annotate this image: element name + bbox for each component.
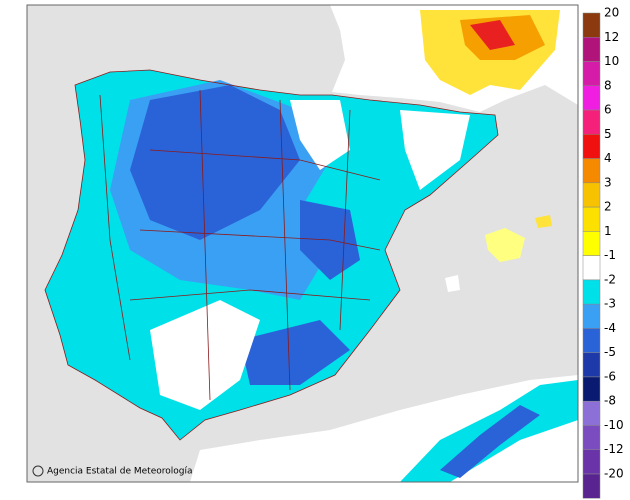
legend-swatch — [582, 376, 601, 402]
map-frame — [26, 4, 579, 483]
ibiza — [445, 275, 460, 292]
legend-swatch — [582, 109, 601, 135]
legend-swatch — [582, 255, 601, 281]
legend-label: 20 — [604, 6, 619, 20]
ebro-valley — [290, 100, 350, 170]
legend-swatch — [582, 425, 601, 450]
legend-swatch — [582, 352, 601, 378]
legend-swatch — [582, 206, 601, 232]
legend-label: 10 — [604, 54, 619, 68]
legend-swatch — [582, 134, 601, 159]
legend-label: -10 — [604, 418, 624, 432]
africa-anomaly-strong — [440, 405, 540, 478]
legend-label: 3 — [604, 175, 612, 189]
legend-label: -5 — [604, 345, 616, 359]
legend-swatch — [582, 449, 601, 475]
legend-label: 2 — [604, 200, 612, 214]
legend-label: -6 — [604, 369, 616, 383]
legend-swatch — [582, 85, 601, 111]
legend-swatch — [582, 158, 601, 184]
mallorca — [485, 228, 525, 262]
legend-label: -8 — [604, 394, 616, 408]
anomaly-zone-strong — [130, 85, 300, 240]
legend-swatch — [582, 182, 601, 208]
legend-label: -4 — [604, 321, 616, 335]
legend-swatch — [582, 61, 601, 87]
legend-swatch — [582, 12, 601, 38]
legend-label: 4 — [604, 151, 612, 165]
catalonia — [400, 110, 470, 190]
map: Agencia Estatal de Meteorología — [26, 4, 579, 483]
legend-swatch — [582, 279, 601, 305]
legend-swatch — [582, 328, 601, 353]
legend-swatch — [582, 231, 601, 256]
guadalquivir — [150, 300, 260, 410]
legend-label: 6 — [604, 103, 612, 117]
legend-swatch — [582, 37, 601, 62]
legend-label: -20 — [604, 467, 624, 481]
anomaly-zone-south — [240, 320, 350, 385]
legend-label: -1 — [604, 248, 616, 262]
legend-label: -12 — [604, 442, 624, 456]
copyright-icon — [32, 465, 44, 477]
legend: 20 12 10 8 6 5 4 3 2 1 -1 -2 -3 -4 -5 -6 -8 -10 -12 -20 — [582, 6, 624, 499]
legend-label: 1 — [604, 224, 612, 238]
legend-swatch — [582, 473, 601, 499]
legend-label: 8 — [604, 78, 612, 92]
legend-label: -3 — [604, 297, 616, 311]
province-borders — [99, 89, 381, 401]
menorca — [535, 215, 552, 228]
legend-label: 5 — [604, 127, 612, 141]
legend-swatch — [582, 400, 601, 426]
france-anomaly-peak — [470, 20, 515, 50]
credit: Agencia Estatal de Meteorología — [47, 467, 193, 477]
legend-label: 12 — [604, 30, 619, 44]
coastline — [44, 69, 499, 441]
legend-swatch — [582, 303, 601, 329]
legend-label: -2 — [604, 272, 616, 286]
